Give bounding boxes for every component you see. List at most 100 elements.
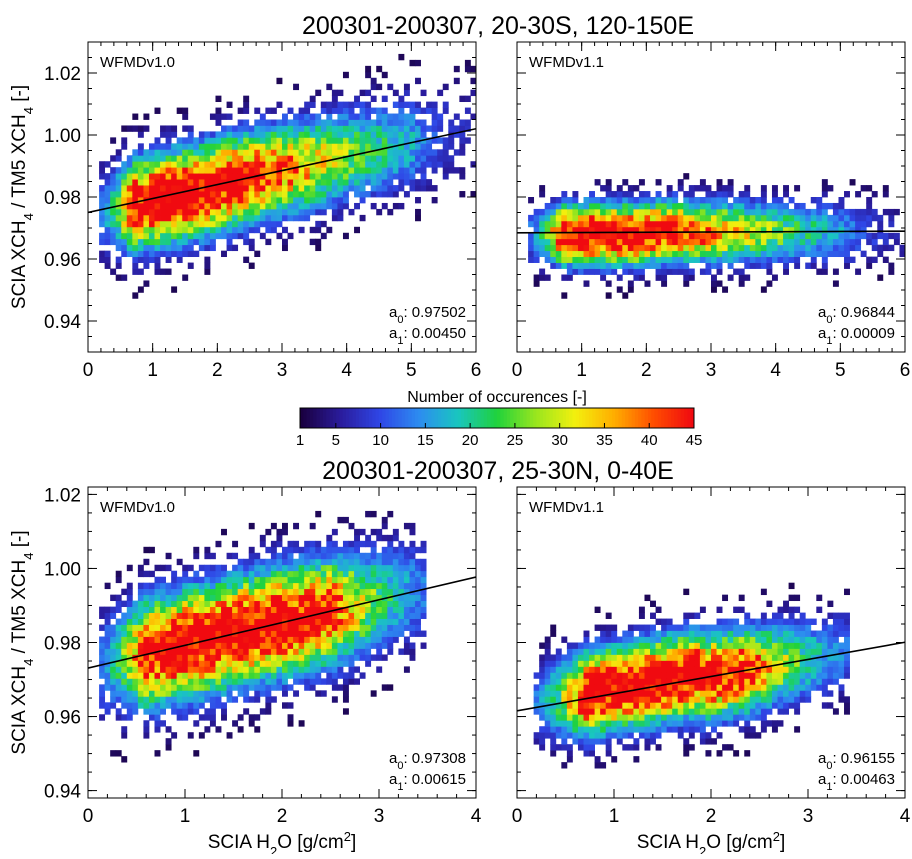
heat-cell xyxy=(321,577,327,583)
heat-cell xyxy=(656,708,662,714)
heat-cell xyxy=(639,625,645,631)
heat-cell xyxy=(404,161,410,167)
heat-cell xyxy=(249,203,255,209)
y-tick-label: 0.96 xyxy=(44,708,81,729)
heat-cell xyxy=(656,726,662,732)
heat-cell xyxy=(282,155,288,161)
heat-cell xyxy=(382,577,388,583)
heat-cell xyxy=(750,257,756,263)
heat-cell xyxy=(276,173,282,179)
heat-cell xyxy=(421,559,427,565)
heat-cell xyxy=(143,161,149,167)
heat-cell xyxy=(171,215,177,221)
heat-cell xyxy=(744,257,750,263)
heat-cell xyxy=(149,678,155,684)
heat-cell xyxy=(293,678,299,684)
heat-cell xyxy=(365,559,371,565)
heat-cell xyxy=(227,167,233,173)
heat-cell xyxy=(143,571,149,577)
heat-cell xyxy=(700,678,706,684)
heat-cell xyxy=(705,678,711,684)
heat-cell xyxy=(739,678,745,684)
heat-cell xyxy=(711,221,717,227)
heat-cell xyxy=(661,215,667,221)
heat-cell xyxy=(421,601,427,607)
heat-cell xyxy=(844,263,850,269)
heat-cell xyxy=(249,547,255,553)
heat-cell xyxy=(705,197,711,203)
heat-cell xyxy=(193,173,199,179)
heat-cell xyxy=(326,120,332,126)
heat-cell xyxy=(728,643,734,649)
heat-cell xyxy=(816,203,822,209)
heat-cell xyxy=(739,702,745,708)
heat-cell xyxy=(866,239,872,245)
heat-cell xyxy=(683,257,689,263)
heat-cell xyxy=(249,131,255,137)
heat-cell xyxy=(728,625,734,631)
heat-cell xyxy=(249,565,255,571)
heat-cell xyxy=(376,601,382,607)
heat-cell xyxy=(160,684,166,690)
heat-cell xyxy=(650,625,656,631)
heat-cell xyxy=(387,565,393,571)
heat-cell xyxy=(393,625,399,631)
heat-cell xyxy=(711,696,717,702)
heat-cell xyxy=(215,666,221,672)
heat-cell xyxy=(589,732,595,738)
heat-cell xyxy=(232,595,238,601)
heat-cell xyxy=(360,541,366,547)
heat-cell xyxy=(656,637,662,643)
heat-cell xyxy=(254,613,260,619)
heat-cell xyxy=(193,690,199,696)
heat-cell xyxy=(215,227,221,233)
heat-cell xyxy=(443,108,449,114)
heat-cell xyxy=(143,185,149,191)
heat-cell xyxy=(589,221,595,227)
heat-cell xyxy=(421,120,427,126)
heat-cell xyxy=(761,221,767,227)
heat-cell xyxy=(672,708,678,714)
heat-cell xyxy=(650,708,656,714)
heat-cell xyxy=(783,215,789,221)
heat-cell xyxy=(816,239,822,245)
heat-cell xyxy=(326,648,332,654)
heat-cell xyxy=(739,209,745,215)
heat-cell xyxy=(182,245,188,251)
heat-cell xyxy=(398,559,404,565)
heat-cell xyxy=(877,227,883,233)
heat-cell xyxy=(761,631,767,637)
heat-cell xyxy=(778,239,784,245)
heat-cell xyxy=(606,726,612,732)
heat-cell xyxy=(282,191,288,197)
heat-cell xyxy=(717,280,723,286)
heat-cell xyxy=(149,654,155,660)
heat-cell xyxy=(534,245,540,251)
heat-cell xyxy=(750,708,756,714)
heat-cell xyxy=(404,131,410,137)
heat-cell xyxy=(794,637,800,643)
heat-cell xyxy=(143,637,149,643)
heat-cell xyxy=(193,666,199,672)
heat-cell xyxy=(304,155,310,161)
heat-cell xyxy=(310,541,316,547)
heat-cell xyxy=(661,714,667,720)
heat-cell xyxy=(166,161,172,167)
heat-cell xyxy=(382,179,388,185)
heat-cell xyxy=(683,631,689,637)
heat-cell xyxy=(199,672,205,678)
heat-cell xyxy=(733,607,739,613)
heat-cell xyxy=(561,233,567,239)
heat-cell xyxy=(166,613,172,619)
heat-cell xyxy=(822,678,828,684)
heat-cell xyxy=(600,215,606,221)
heat-cell xyxy=(188,221,194,227)
heat-cell xyxy=(166,625,172,631)
heat-cell xyxy=(276,535,282,541)
heat-cell xyxy=(656,245,662,251)
heat-cell xyxy=(556,714,562,720)
heat-cell xyxy=(805,660,811,666)
heat-cell xyxy=(398,167,404,173)
heat-cell xyxy=(304,589,310,595)
heat-cell xyxy=(437,114,443,120)
